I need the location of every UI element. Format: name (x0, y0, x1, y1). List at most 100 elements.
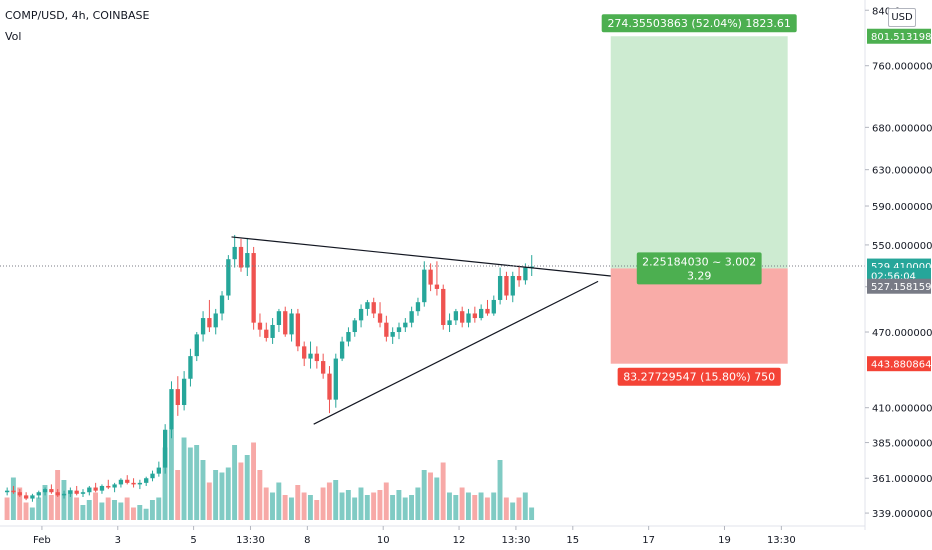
candle-body (384, 322, 389, 337)
volume-bar (149, 500, 155, 520)
volume-bar (143, 508, 149, 520)
candle-body (302, 346, 307, 359)
target-label-text: 274.35503863 (52.04%) 1823.61 (607, 17, 791, 30)
candle-body (295, 313, 301, 347)
candle-body (504, 276, 509, 296)
candle-body (106, 485, 111, 488)
volume-bar (339, 492, 345, 520)
candle-body (99, 485, 105, 491)
time-tick-label: 13:30 (236, 535, 265, 546)
volume-bar (131, 507, 136, 520)
candle-body (23, 495, 29, 499)
volume-bar (238, 462, 244, 520)
candle-body (283, 311, 288, 335)
volume-bar (484, 497, 490, 520)
volume-bar (276, 482, 282, 520)
stop-label-text: 83.27729547 (15.80%) 750 (623, 371, 775, 384)
candle-body (42, 489, 48, 493)
volume-bar (307, 495, 313, 520)
volume-bar (137, 505, 143, 520)
candle-body (264, 329, 269, 338)
volume-bar (156, 497, 162, 520)
currency-button[interactable]: USD (888, 8, 916, 27)
volume-bar (352, 497, 358, 520)
candle-body (232, 246, 237, 260)
candle-body (510, 276, 515, 296)
volume-bar (48, 495, 54, 520)
candle-body (181, 378, 187, 406)
price-tag-label: 801.51319833 (871, 32, 932, 43)
candle-body (479, 308, 484, 319)
candle-body (169, 389, 174, 430)
volume-bar (282, 495, 288, 520)
trendlines[interactable] (231, 236, 611, 425)
candle-body (118, 479, 124, 485)
volume-bar (371, 492, 377, 520)
volume-bar (74, 497, 80, 520)
volume-bar (4, 497, 10, 520)
candle-body (219, 295, 225, 314)
volume-bar (333, 480, 339, 520)
volume-bar (175, 470, 181, 520)
candle-body (61, 493, 67, 496)
volume-bar (200, 460, 206, 520)
volume-bar (472, 495, 478, 520)
volume-bar (93, 492, 98, 520)
time-axis[interactable]: Feb 3 5 13:30 8 10 12 13:30 15 17 19 13:30 (0, 525, 865, 546)
candle-body (125, 479, 130, 483)
volume-bar (270, 492, 275, 520)
volume-bar (390, 495, 396, 520)
candle-body (270, 324, 275, 338)
volume-bar (181, 437, 187, 520)
price-tick-label: 410.00000000 (872, 404, 932, 415)
candle-body (339, 341, 345, 359)
candle-body (441, 288, 446, 325)
volume-bar (478, 492, 484, 520)
volume-bar (326, 482, 332, 520)
volume-histogram (4, 430, 535, 520)
volume-bar (314, 500, 320, 520)
volume-bar (225, 467, 231, 520)
candle-body (5, 490, 10, 493)
candle-body (346, 332, 351, 342)
ratio-label-text: 3.29 (687, 269, 712, 282)
candle-body (257, 322, 263, 330)
candle-body (327, 373, 332, 400)
price-tag-label: 02:56:04 (871, 271, 916, 282)
price-tick-label: 590.00000000 (872, 202, 932, 213)
volume-bar (383, 482, 389, 520)
candle-body (390, 332, 395, 337)
volume-bar (187, 447, 193, 520)
lower-trendline (313, 280, 599, 425)
volume-bar (434, 477, 440, 520)
time-tick-label: 19 (718, 535, 731, 546)
volume-bar (105, 497, 111, 520)
volume-bar (17, 487, 23, 520)
position-tool[interactable] (610, 36, 788, 364)
candle-body (74, 490, 79, 494)
volume-bar (232, 445, 238, 520)
candle-body (17, 492, 22, 496)
volume-bar (10, 477, 16, 520)
price-tag-bg (867, 356, 931, 372)
candle-body (460, 311, 465, 323)
target-label-bg (601, 14, 797, 33)
candle-body (333, 358, 338, 400)
candle-body (93, 487, 98, 491)
candle-body (466, 313, 471, 323)
candle-body (447, 320, 452, 325)
candle-body (55, 492, 60, 496)
price-tag-bg (867, 28, 931, 44)
candle-body (403, 322, 408, 328)
candle-body (238, 246, 244, 268)
time-tick-label: Feb (33, 535, 51, 546)
volume-bar (263, 487, 269, 520)
volume-bar (86, 500, 92, 520)
candle-body (144, 478, 149, 483)
price-tick-label: 760.00000000 (872, 62, 932, 73)
volume-bar (124, 497, 130, 520)
volume-bar (257, 470, 263, 520)
time-tick-label: 8 (304, 535, 310, 546)
price-tag-label: 529.41000000 (871, 262, 932, 273)
